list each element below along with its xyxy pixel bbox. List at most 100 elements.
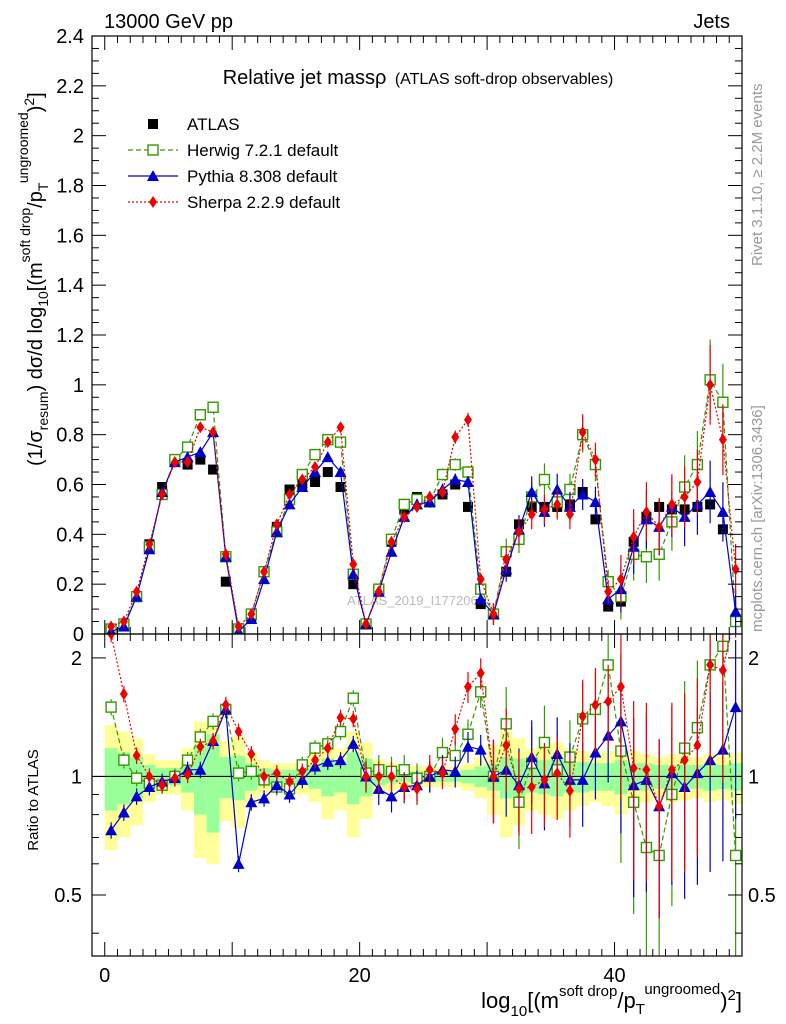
ratio-point-sherpa [209, 735, 218, 748]
ratio-point-sherpa [145, 770, 154, 783]
ratio-point-sherpa [565, 784, 574, 797]
main-point-pythia [449, 473, 462, 485]
main-point-sherpa [604, 585, 613, 598]
main-point-sherpa [323, 436, 332, 449]
ratio-point-sherpa [693, 739, 702, 752]
ratio-point-sherpa [311, 754, 320, 767]
ratio-point-sherpa [451, 722, 460, 735]
main-point-sherpa [693, 476, 702, 489]
main-point-pythia [704, 485, 717, 497]
plot-frame [91, 633, 743, 957]
main-point-herwig [462, 466, 474, 478]
y-tick-label: 0.8 [56, 425, 84, 447]
ratio-point-sherpa [374, 770, 383, 783]
ratio-point-sherpa [604, 695, 613, 708]
main-point-pythia [729, 605, 742, 617]
ratio-point-pythia [117, 806, 130, 818]
main-point-sherpa [145, 538, 154, 551]
main-point-sherpa [413, 500, 421, 513]
main-point-herwig [309, 448, 321, 461]
ratio-point-herwig [729, 849, 742, 862]
ratio-point-sherpa [514, 782, 523, 795]
plot-subtitle: (ATLAS soft-drop observables) [395, 71, 613, 88]
ratio-point-pythia [143, 781, 156, 793]
main-point-sherpa [158, 488, 167, 501]
ratio-point-sherpa [642, 763, 651, 776]
main-point-sherpa [260, 565, 269, 578]
energy-label: 13000 GeV pp [104, 11, 233, 33]
main-point-herwig [334, 436, 347, 448]
ratio-y-tick-label-right: 0.5 [748, 885, 776, 907]
main-point-sherpa [234, 620, 243, 633]
main-point-sherpa [578, 426, 587, 439]
ratio-band-inner [206, 734, 220, 833]
main-point-sherpa [132, 585, 141, 598]
main-series-atlas [106, 454, 741, 634]
ratio-point-pythia [270, 779, 283, 791]
ratio-point-sherpa [170, 772, 179, 785]
ratio-point-sherpa [655, 800, 664, 813]
ratio-point-sherpa [387, 770, 396, 783]
main-point-sherpa [451, 431, 460, 444]
y-tick-label: 2.4 [56, 26, 84, 48]
ratio-point-sherpa [463, 680, 472, 693]
ratio-point-pythia [334, 754, 347, 766]
main-point-sherpa [374, 585, 383, 598]
legend-label: Sherpa 2.2.9 default [187, 193, 340, 212]
legend-item-sherpa: Sherpa 2.2.9 default [128, 193, 340, 212]
main-point-herwig [181, 441, 194, 453]
main-line-sherpa [110, 384, 737, 628]
ratio-point-herwig [118, 754, 130, 766]
main-point-sherpa [349, 558, 358, 571]
main-point-pythia [270, 525, 283, 537]
main-point-pythia [334, 466, 347, 478]
y-tick-label: 0.4 [56, 524, 84, 546]
main-point-sherpa [527, 508, 536, 521]
ratio-point-sherpa [527, 781, 536, 794]
ratio-point-herwig [207, 715, 219, 728]
ratio-point-sherpa [489, 770, 498, 783]
ratio-point-sherpa [323, 742, 332, 755]
ratio-point-pythia [576, 773, 589, 785]
ratio-point-pythia [194, 763, 207, 775]
ratio-point-sherpa [502, 739, 511, 752]
ratio-point-sherpa [629, 762, 638, 775]
y-tick-label: 1.2 [56, 325, 84, 347]
ratio-point-pythia [258, 792, 271, 804]
ratio-point-herwig [245, 765, 258, 778]
ratio-point-sherpa [540, 773, 549, 786]
mcplots-label: mcplots.cern.ch [arXiv:1306.3436] [749, 405, 766, 632]
ratio-band-inner [346, 752, 360, 805]
main-point-sherpa [336, 421, 345, 434]
ratio-point-sherpa [667, 763, 676, 776]
main-point-herwig [207, 401, 219, 413]
ratio-point-pythia [449, 765, 462, 777]
ratio-point-herwig [309, 742, 321, 754]
main-point-pythia [525, 485, 538, 497]
main-point-sherpa [553, 498, 562, 511]
main-point-pythia [321, 451, 334, 463]
ratio-point-sherpa [183, 768, 192, 781]
main-point-sherpa [514, 525, 523, 538]
main-point-sherpa [667, 498, 676, 511]
main-point-sherpa [718, 433, 727, 446]
ratio-point-herwig [130, 772, 143, 784]
svg-text:log10[(msoft drop/pTungroomed): log10[(msoft drop/pTungroomed)2] [481, 981, 742, 1020]
legend-item-pythia: Pythia 8.308 default [128, 167, 338, 186]
ratio-point-sherpa [247, 748, 256, 761]
ratio-point-herwig [105, 701, 117, 713]
main-point-sherpa [502, 553, 511, 566]
ratio-point-sherpa [285, 775, 294, 788]
main-point-sherpa [463, 413, 472, 426]
ratio-point-sherpa [298, 765, 307, 778]
ratio-point-pythia [474, 743, 487, 755]
main-point-atlas [348, 579, 359, 590]
ratio-point-sherpa [578, 710, 587, 723]
main-point-sherpa [706, 378, 715, 391]
legend-marker-sherpa [149, 196, 157, 208]
main-point-sherpa [387, 535, 396, 548]
ratio-point-sherpa [553, 767, 562, 780]
ratio-point-sherpa [476, 667, 485, 680]
main-point-pythia [576, 488, 589, 500]
ratio-band-inner [321, 758, 335, 797]
